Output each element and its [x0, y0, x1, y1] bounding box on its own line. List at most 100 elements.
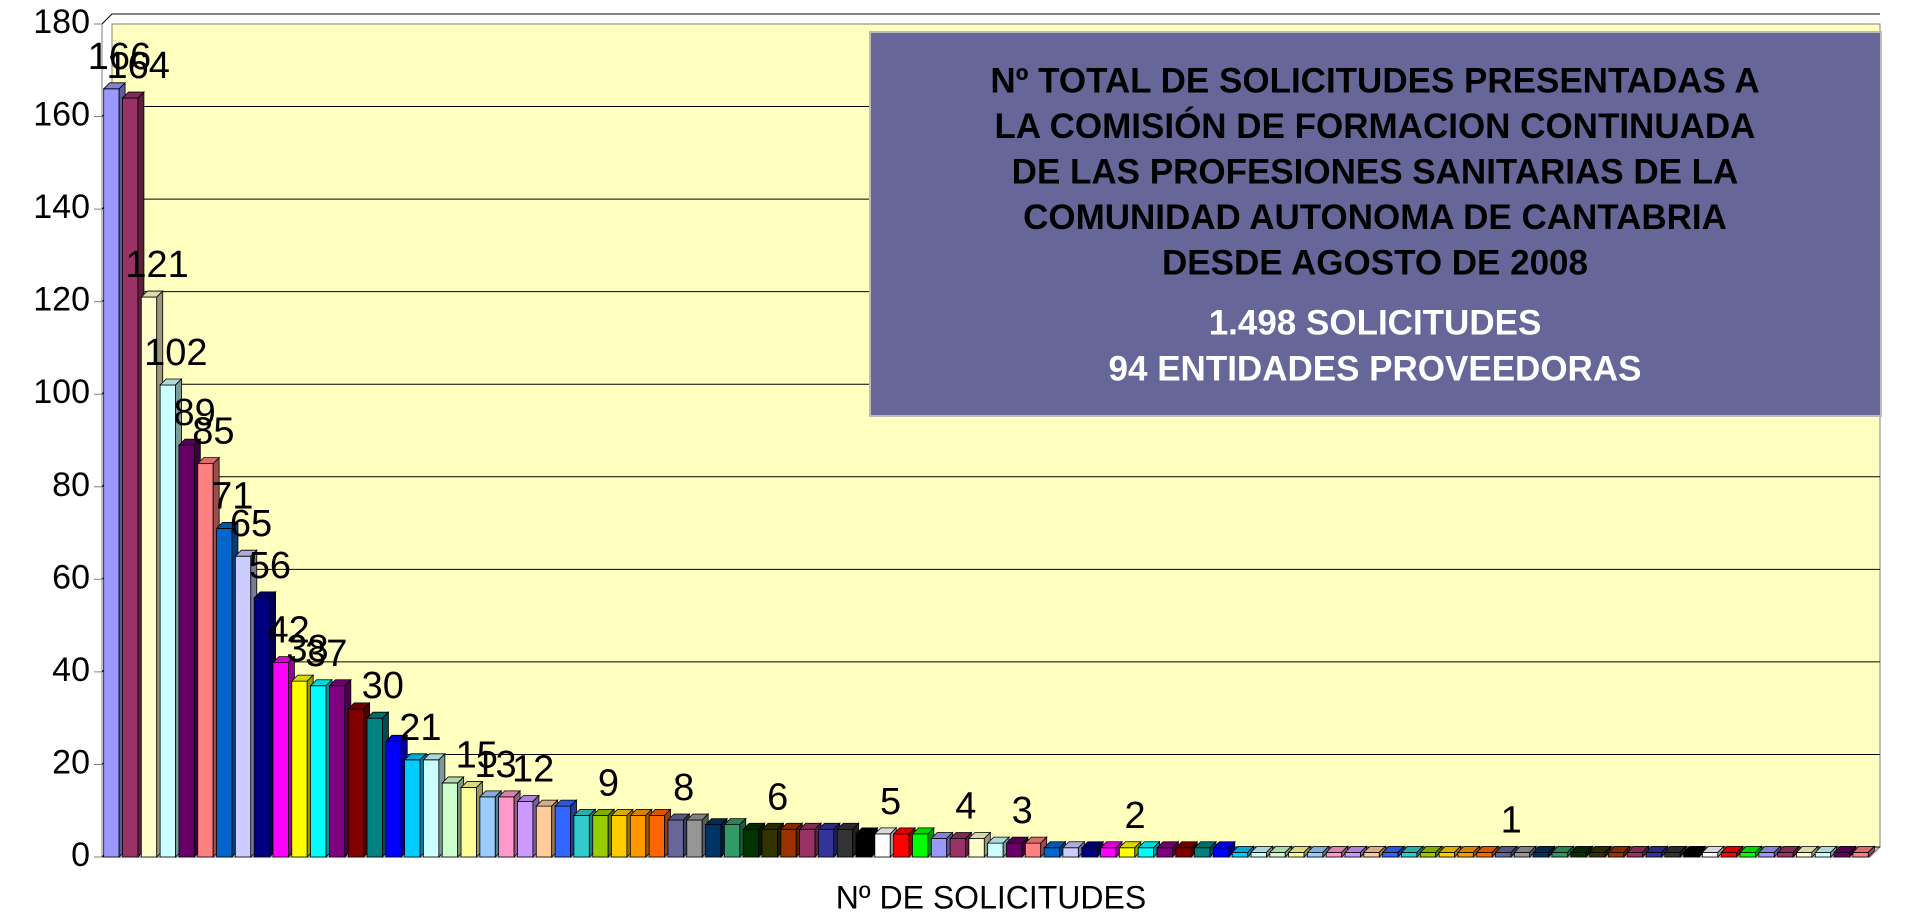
bar: [1739, 851, 1756, 858]
value-label: 5: [880, 781, 901, 823]
bar: [987, 842, 1004, 858]
bar: [1344, 851, 1361, 858]
bar: [1419, 851, 1437, 858]
bar: [1720, 851, 1738, 858]
value-label: 21: [399, 707, 441, 749]
value-label: 56: [249, 545, 291, 587]
y-tick-label: 60: [52, 558, 90, 596]
bar: [122, 97, 139, 858]
bar: [874, 833, 891, 858]
value-label: 42: [268, 610, 310, 652]
bar: [1156, 847, 1173, 858]
bar: [328, 685, 346, 858]
y-tick-label: 120: [33, 281, 90, 319]
bar: [310, 685, 327, 858]
value-label: 12: [512, 748, 554, 790]
annotation-title: DESDE AGOSTO DE 2008: [1162, 243, 1588, 282]
value-label: 85: [192, 411, 234, 453]
bar: [272, 662, 289, 858]
bar: [1664, 851, 1681, 858]
value-label: 2: [1124, 795, 1145, 837]
bar: [1532, 851, 1549, 858]
bar: [667, 819, 684, 858]
bar: [629, 814, 647, 858]
bar: [159, 384, 176, 858]
bar: [1043, 847, 1060, 858]
bar: [1288, 851, 1305, 858]
y-tick-label: 140: [33, 188, 90, 226]
bar: [592, 814, 609, 858]
bar: [1269, 851, 1286, 858]
bar: [1683, 851, 1700, 858]
bar: [1401, 851, 1418, 858]
bar: [1325, 851, 1343, 858]
value-label: 102: [144, 332, 207, 374]
value-label: 9: [598, 762, 619, 804]
annotation-summary: 1.498 SOLICITUDES: [1209, 303, 1542, 342]
bar: [1438, 851, 1455, 858]
value-label: 30: [362, 665, 404, 707]
bar: [1814, 851, 1832, 858]
annotation-title: LA COMISIÓN DE FORMACION CONTINUADA: [995, 106, 1756, 146]
bar: [1212, 847, 1230, 858]
bar: [1137, 847, 1154, 858]
bar: [1513, 851, 1531, 858]
bar: [799, 828, 816, 858]
value-label: 3: [1012, 790, 1033, 832]
annotation-summary: 94 ENTIDADES PROVEEDORAS: [1109, 349, 1642, 388]
annotation-title: COMUNIDAD AUTONOMA DE CANTABRIA: [1023, 198, 1727, 237]
value-label: 65: [230, 503, 272, 545]
bar-side: [1867, 845, 1875, 858]
bar: [968, 838, 985, 858]
bar: [178, 444, 195, 858]
bar: [930, 838, 948, 858]
bar: [1231, 851, 1249, 858]
bar: [347, 708, 365, 858]
bar: [1645, 851, 1662, 858]
bar: [686, 819, 703, 858]
bar: [1457, 851, 1474, 858]
bar: [234, 555, 252, 858]
bar: [1589, 851, 1606, 858]
annotation-box: [869, 31, 1882, 417]
bar: [423, 759, 440, 858]
bar: [216, 528, 233, 858]
y-tick-label: 20: [52, 743, 90, 781]
value-label: 166: [88, 36, 151, 78]
value-label: 1: [1501, 799, 1522, 841]
bar: [1476, 851, 1493, 858]
bar: [197, 463, 214, 858]
bar: [1607, 851, 1625, 858]
bar: [818, 828, 835, 858]
y-tick-label: 100: [33, 373, 90, 411]
value-label: 121: [125, 244, 188, 286]
bar: [1551, 851, 1568, 858]
bar: [498, 796, 515, 858]
bar: [573, 814, 590, 858]
bar: [742, 828, 760, 858]
y-tick-label: 180: [33, 3, 90, 41]
value-label: 8: [673, 767, 694, 809]
bar: [1495, 851, 1512, 858]
bar: [1175, 847, 1192, 858]
annotation-title: Nº TOTAL DE SOLICITUDES PRESENTADAS A: [990, 61, 1759, 100]
value-label: 164: [107, 45, 170, 87]
bar: [441, 782, 459, 858]
value-label: 38: [286, 628, 328, 670]
bar: [949, 838, 966, 858]
bar: [1307, 851, 1324, 858]
bar: [705, 824, 722, 858]
value-label: 13: [474, 744, 516, 786]
bar: [479, 796, 496, 858]
bar: [517, 801, 534, 858]
bar: [1194, 847, 1211, 858]
bar: [723, 824, 741, 858]
bar: [836, 828, 854, 858]
y-tick-label: 80: [52, 466, 90, 504]
bar: [648, 814, 665, 858]
bar: [1363, 851, 1380, 858]
bar: [1024, 842, 1042, 858]
bar: [893, 833, 910, 858]
bar: [611, 814, 628, 858]
bar: [404, 759, 421, 858]
